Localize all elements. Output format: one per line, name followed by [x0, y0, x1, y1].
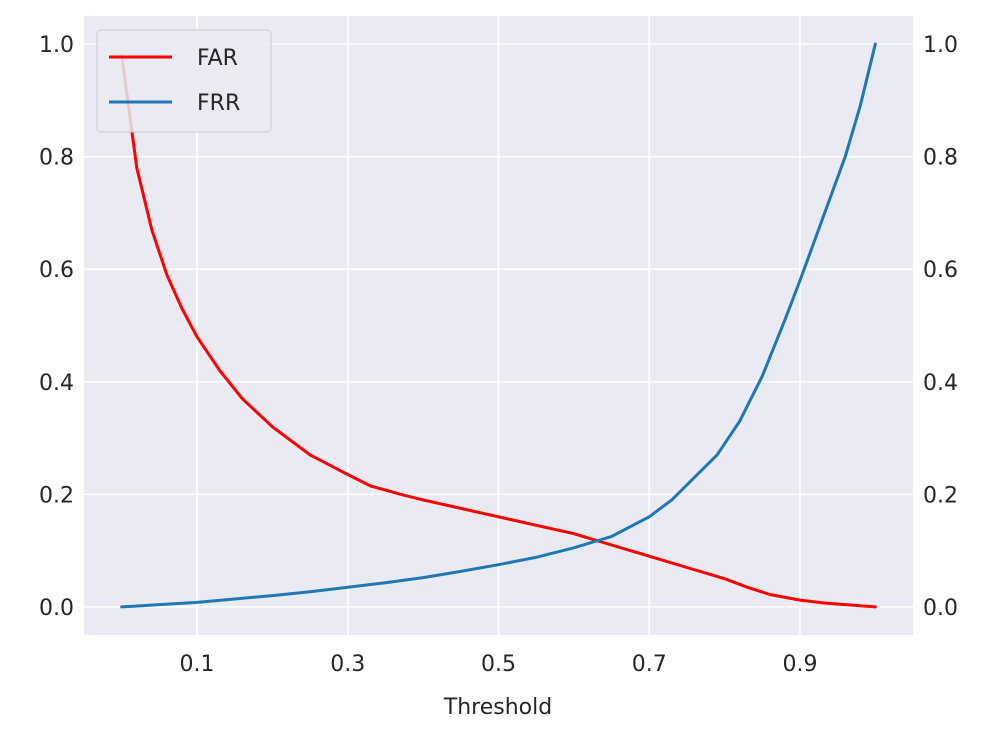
series-line-frr: [120, 42, 877, 609]
y-tick-label-right: 1.0: [923, 33, 958, 58]
y-tick-label-left: 1.0: [39, 33, 74, 58]
series-line-far: [120, 53, 877, 609]
grid: [84, 16, 913, 635]
x-tick-label: 0.3: [330, 652, 365, 677]
x-tick-label: 0.1: [180, 652, 215, 677]
legend-box: [96, 29, 272, 133]
y-tick-label-right: 0.0: [923, 596, 958, 621]
y-tick-label-right: 0.6: [923, 258, 958, 283]
y-tick-label-right: 0.8: [923, 146, 958, 171]
y-tick-label-left: 0.0: [39, 596, 74, 621]
x-tick-labels: 0.1 0.3 0.5 0.7 0.9: [180, 652, 818, 677]
y-tick-label-right: 0.2: [923, 483, 958, 508]
x-tick-label: 0.9: [782, 652, 817, 677]
y-tick-labels-right: 0.0 0.2 0.4 0.6 0.8 1.0: [923, 33, 958, 621]
x-tick-label: 0.5: [481, 652, 516, 677]
legend-label-far: FAR: [197, 46, 238, 71]
x-tick-label: 0.7: [632, 652, 667, 677]
y-tick-label-left: 0.4: [39, 371, 74, 396]
legend: FAR FRR: [96, 29, 272, 133]
legend-label-frr: FRR: [197, 91, 240, 116]
y-tick-label-left: 0.2: [39, 483, 74, 508]
series-layer: [120, 42, 877, 609]
y-tick-label-left: 0.8: [39, 146, 74, 171]
y-tick-label-left: 0.6: [39, 258, 74, 283]
y-tick-label-right: 0.4: [923, 371, 958, 396]
y-tick-labels-left: 0.0 0.2 0.4 0.6 0.8 1.0: [39, 33, 74, 621]
x-axis-label: Threshold: [443, 695, 552, 720]
